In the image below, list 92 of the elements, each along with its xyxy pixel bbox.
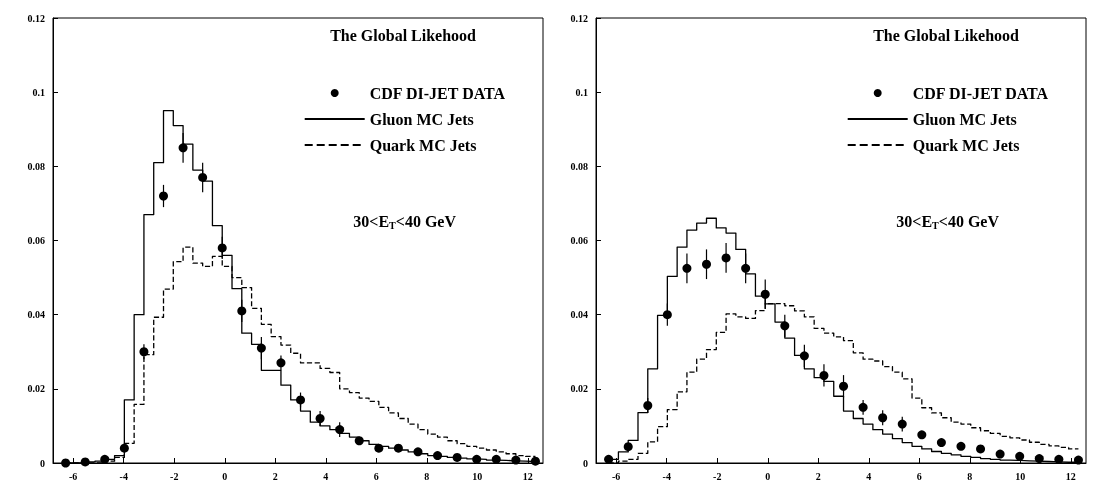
point xyxy=(433,451,443,461)
point xyxy=(839,381,849,391)
y-tick-label: 0.04 xyxy=(27,309,45,321)
x-tick-label: 4 xyxy=(866,470,872,482)
x-tick-label: 0 xyxy=(765,470,771,482)
point xyxy=(819,370,829,380)
point xyxy=(119,443,129,453)
point xyxy=(741,263,751,273)
point xyxy=(780,321,790,331)
point xyxy=(374,443,384,453)
x-tick-label: -6 xyxy=(612,470,621,482)
legend-label: Gluon MC Jets xyxy=(912,110,1017,128)
legend-label: Quark MC Jets xyxy=(369,136,477,154)
legend-label: Quark MC Jets xyxy=(912,136,1020,154)
x-tick-label: 2 xyxy=(272,470,278,482)
point xyxy=(530,456,540,466)
point xyxy=(198,172,208,182)
point xyxy=(491,454,501,464)
text: The Global Likehood xyxy=(330,26,477,44)
y-tick-label: 0.12 xyxy=(27,12,45,24)
point xyxy=(604,454,614,464)
point xyxy=(139,347,149,357)
x-tick-label: 12 xyxy=(522,470,533,482)
legend-label: CDF DI-JET DATA xyxy=(912,84,1049,102)
point xyxy=(511,455,521,465)
x-tick-label: -4 xyxy=(662,470,671,482)
y-tick-label: 0 xyxy=(583,457,588,469)
point xyxy=(878,413,888,423)
x-tick-label: 10 xyxy=(1015,470,1026,482)
text: The Global Likehood xyxy=(873,26,1020,44)
point xyxy=(217,243,227,253)
x-tick-label: 8 xyxy=(424,470,430,482)
point xyxy=(917,430,927,440)
y-tick-label: 0.02 xyxy=(27,383,45,395)
x-tick-label: 12 xyxy=(1065,470,1076,482)
legend-label: CDF DI-JET DATA xyxy=(369,84,506,102)
point xyxy=(354,436,364,446)
y-tick-label: 0.08 xyxy=(27,160,45,172)
point xyxy=(936,438,946,448)
point xyxy=(393,443,403,453)
point xyxy=(995,449,1005,459)
point xyxy=(315,414,325,423)
point xyxy=(956,441,966,451)
point xyxy=(452,452,462,462)
point xyxy=(760,289,770,299)
point xyxy=(1034,454,1044,464)
point xyxy=(296,395,306,405)
point xyxy=(61,458,71,468)
y-tick-label: 0 xyxy=(40,457,45,469)
x-tick-label: -6 xyxy=(69,470,78,482)
point xyxy=(799,351,809,361)
point xyxy=(1015,451,1025,461)
point xyxy=(858,402,868,412)
point xyxy=(335,425,345,435)
x-tick-label: 0 xyxy=(222,470,228,482)
y-tick-label: 0.02 xyxy=(570,383,588,395)
point xyxy=(413,447,423,457)
x-tick-label: 6 xyxy=(916,470,922,482)
x-tick-label: 10 xyxy=(472,470,483,482)
point xyxy=(662,310,672,320)
point xyxy=(897,419,907,429)
point xyxy=(976,444,986,454)
x-tick-label: -2 xyxy=(170,470,179,482)
point xyxy=(623,442,633,452)
y-tick-label: 0.12 xyxy=(570,12,588,24)
y-tick-label: 0.06 xyxy=(27,235,45,246)
x-tick-label: 8 xyxy=(967,470,973,482)
point xyxy=(721,253,731,263)
point xyxy=(256,343,266,353)
point xyxy=(80,457,90,467)
point xyxy=(643,401,653,411)
point xyxy=(100,454,110,464)
legend-label: Gluon MC Jets xyxy=(369,110,474,128)
point xyxy=(702,259,711,269)
x-tick-label: 2 xyxy=(815,470,821,482)
x-tick-label: 4 xyxy=(323,470,329,482)
y-tick-label: 0.1 xyxy=(32,86,45,98)
y-tick-label: 0.08 xyxy=(570,160,588,172)
point xyxy=(1073,455,1083,465)
x-tick-label: -2 xyxy=(713,470,722,482)
x-tick-label: -4 xyxy=(119,470,128,482)
y-tick-label: 0.1 xyxy=(575,86,588,98)
point xyxy=(276,358,286,368)
point xyxy=(682,263,692,273)
x-tick-label: 6 xyxy=(373,470,379,482)
point xyxy=(178,143,188,153)
point xyxy=(1054,454,1064,464)
y-tick-label: 0.06 xyxy=(570,235,588,246)
point xyxy=(237,306,247,316)
point xyxy=(159,191,168,201)
y-tick-label: 0.04 xyxy=(570,309,588,321)
point xyxy=(472,454,482,464)
